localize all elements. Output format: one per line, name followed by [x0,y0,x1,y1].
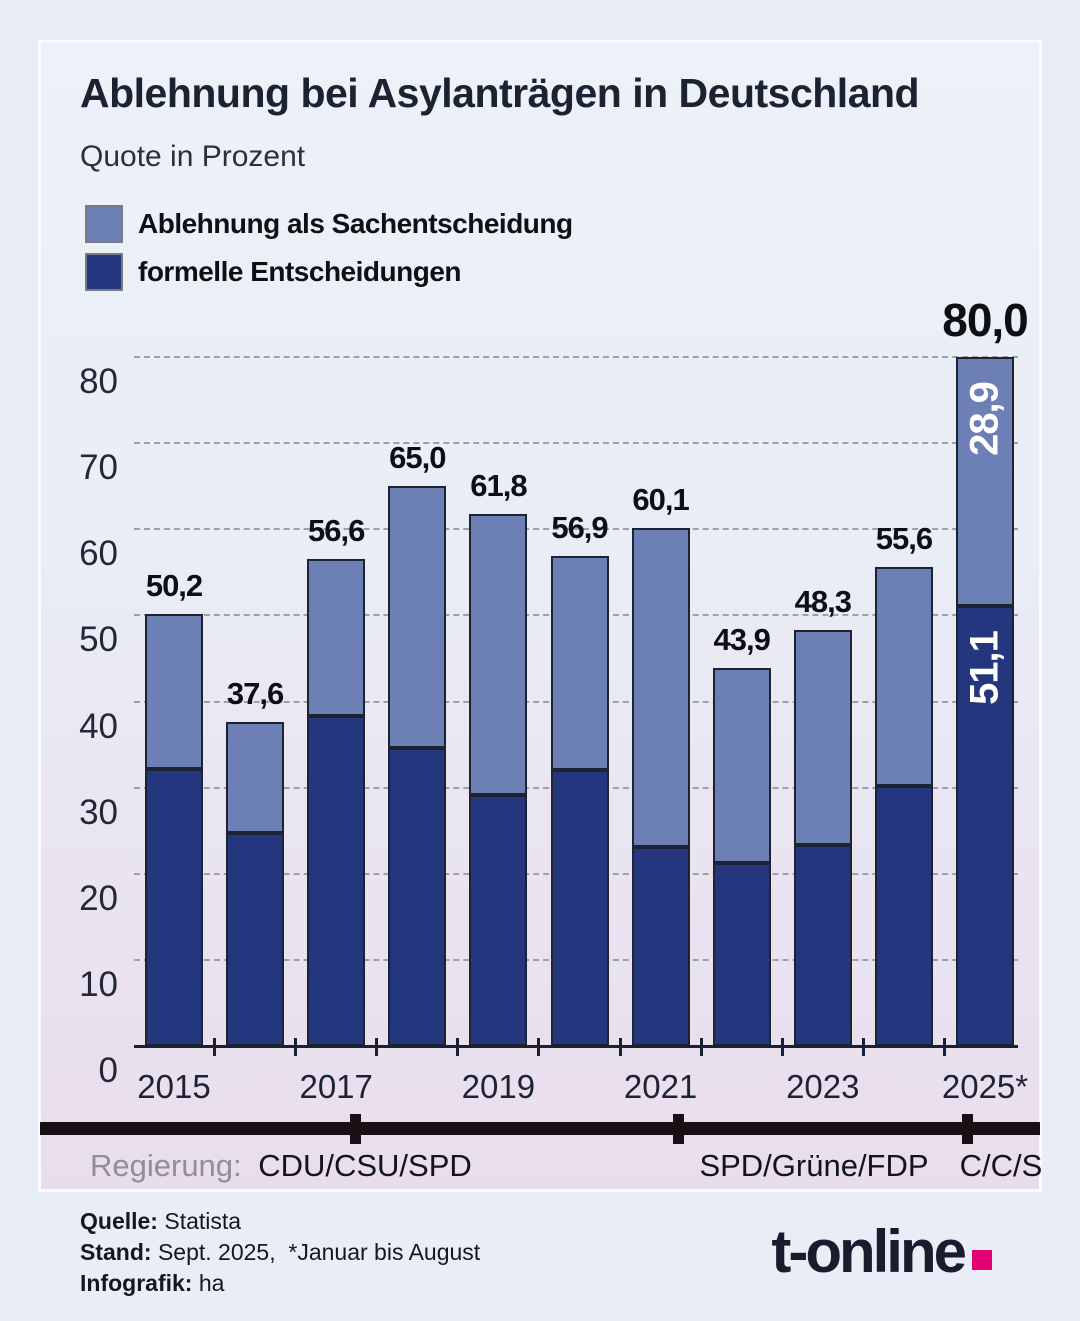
bar-total-label-2020: 56,9 [551,509,608,545]
bar-2025-formelle [956,605,1014,1046]
bar-2016-formelle [226,833,285,1046]
bar-2018-sachentscheidung [388,486,447,748]
y-axis-label-30: 30 [79,792,118,832]
segment-label-sach-2025: 28,9 [962,382,1007,456]
y-axis-label-40: 40 [79,706,118,746]
government-period-label: C/C/S [959,1148,1043,1183]
legend-label: formelle Entscheidungen [138,256,462,287]
x-axis-tick [699,1038,703,1056]
bar-2019-formelle [469,795,528,1046]
y-axis-label-20: 20 [79,878,118,918]
timeline-tick-0 [349,1114,361,1144]
timeline-tick-1 [672,1114,684,1144]
legend-item-formelle: formelle Entscheidungen [85,253,573,291]
government-timeline-bar [40,1122,1040,1135]
bar-total-label-2015: 50,2 [145,567,203,603]
x-axis-tick [780,1038,784,1056]
bar-2017-sachentscheidung [307,558,366,717]
x-axis-tick [294,1038,298,1056]
bar-2021-sachentscheidung [631,528,690,848]
bar-2021-formelle [631,847,690,1046]
y-axis-label-80: 80 [79,362,118,401]
bar-total-label-2025: 80,0 [942,294,1029,346]
bar-2020-formelle [550,769,609,1046]
x-axis-tick [537,1038,541,1056]
source-line: Quelle: Statista [80,1208,242,1234]
page-subtitle: Quote in Prozent [80,140,306,173]
gridline-80 [134,356,1018,358]
page-title: Ablehnung bei Asylanträgen in Deutschlan… [80,70,920,116]
x-axis-label-2019: 2019 [461,1068,536,1105]
bar-2018-formelle [388,748,447,1046]
logo-dot-icon [972,1250,992,1270]
x-axis-tick [213,1038,217,1056]
bar-2024-sachentscheidung [874,567,933,786]
government-period-label: CDU/CSU/SPD [258,1148,472,1183]
x-axis-tick [375,1038,379,1056]
segment-label-formell-2025: 51,1 [962,630,1007,705]
x-axis-label-2023: 2023 [786,1068,860,1105]
y-axis-label-60: 60 [79,534,118,574]
x-axis-label-2021: 2021 [623,1068,698,1105]
x-axis-label-2015: 2015 [137,1068,211,1105]
legend-swatch-dark-icon [85,253,123,291]
bar-total-label-2017: 56,6 [308,512,365,548]
bar-total-label-2024: 55,6 [875,521,933,557]
bar-total-label-2023: 48,3 [794,584,852,620]
x-axis-label-2025*: 2025* [941,1068,1029,1105]
bar-total-label-2018: 65,0 [389,440,446,476]
logo-text: t-online [771,1218,967,1285]
gridline-60 [134,528,1018,531]
bar-2015-formelle [145,768,203,1046]
legend-label: Ablehnung als Sachentscheidung [138,208,573,239]
stand-line: Stand: Sept. 2025, *Januar bis August [80,1239,481,1265]
bar-total-label-2019: 61,8 [470,467,527,503]
x-axis-line [134,1045,1018,1048]
government-period-label: SPD/Grüne/FDP [699,1148,929,1183]
bar-2015-sachentscheidung [145,613,203,769]
y-axis-label-50: 50 [79,620,118,660]
legend: Ablehnung als Sachentscheidung formelle … [85,205,573,302]
x-axis-tick [456,1038,460,1056]
bar-2022-formelle [712,862,771,1046]
bar-2023-sachentscheidung [793,630,852,846]
timeline-tick-2 [961,1114,973,1144]
gridline-70 [134,442,1018,445]
t-online-logo: t-online [771,1220,992,1284]
bar-2023-formelle [793,845,852,1046]
bar-2019-sachentscheidung [469,513,528,796]
bar-2022-sachentscheidung [712,667,771,863]
y-axis-label-70: 70 [79,448,118,488]
bar-2024-formelle [874,785,933,1046]
x-axis-tick [861,1038,865,1056]
y-axis-label-0: 0 [98,1051,118,1090]
bar-2025-sachentscheidung [956,357,1014,606]
bar-total-label-2022: 43,9 [713,621,771,657]
legend-swatch-light-icon [85,205,123,243]
bar-2017-formelle [307,716,366,1046]
y-axis-label-10: 10 [79,964,118,1004]
bar-2016-sachentscheidung [226,722,285,834]
legend-item-sachentscheidung: Ablehnung als Sachentscheidung [85,205,573,243]
footer-credits: Quelle: Statista Stand: Sept. 2025, *Jan… [80,1206,480,1299]
credit-line: Infografik: ha [80,1270,225,1296]
x-axis-tick [942,1038,946,1056]
x-axis-tick [618,1038,622,1056]
bar-total-label-2021: 60,1 [632,482,689,518]
bar-total-label-2016: 37,6 [226,676,284,712]
bar-2020-sachentscheidung [550,555,609,770]
x-axis-label-2017: 2017 [299,1068,373,1105]
timeline-caption: Regierung: [90,1148,242,1183]
